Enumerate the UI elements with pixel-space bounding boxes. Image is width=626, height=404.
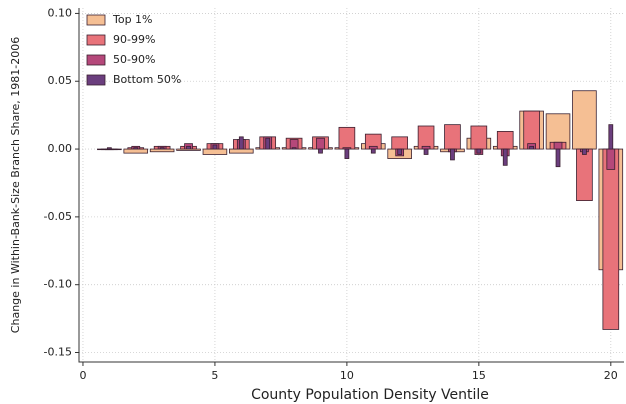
bar [391, 136, 408, 150]
bar [338, 126, 356, 150]
bar [502, 148, 508, 166]
bar [133, 147, 139, 150]
bar [318, 148, 323, 154]
bar [106, 147, 112, 150]
bar [606, 148, 616, 170]
axis-frame [78, 8, 624, 363]
bar [238, 136, 244, 150]
y-tick-label: -0.15 [44, 346, 72, 359]
bar [186, 145, 191, 150]
legend-label: 50-90% [113, 53, 155, 66]
bar [159, 147, 165, 150]
y-tick-label: 0.00 [48, 142, 73, 155]
legend-label: 90-99% [113, 33, 155, 46]
bar [368, 145, 378, 150]
bar [202, 148, 228, 155]
bar [608, 124, 614, 150]
bar [123, 148, 149, 154]
bar [572, 90, 597, 150]
bar [229, 148, 254, 154]
bar [576, 148, 593, 201]
bar [212, 144, 218, 150]
x-tick-label: 15 [472, 369, 486, 382]
bar [555, 148, 561, 168]
legend-swatch [86, 74, 106, 86]
legend-swatch [86, 54, 106, 66]
bar [496, 131, 514, 150]
bar [470, 125, 488, 150]
bar [450, 148, 455, 161]
bar [444, 124, 461, 150]
legend-label: Bottom 50% [113, 73, 181, 86]
bar [370, 148, 376, 154]
y-tick-label: -0.10 [44, 278, 72, 291]
y-tick-label: -0.05 [44, 210, 72, 223]
bar [529, 145, 535, 150]
bar [476, 148, 482, 154]
x-axis-label: County Population Density Ventile [251, 387, 489, 403]
legend-swatch [86, 14, 106, 26]
bar [423, 148, 429, 155]
x-tick-label: 10 [340, 369, 354, 382]
bar [602, 148, 620, 330]
x-tick-label: 0 [79, 369, 86, 382]
x-tick-label: 5 [211, 369, 218, 382]
y-tick-label: 0.05 [48, 74, 73, 87]
bar [421, 145, 431, 150]
bar [417, 125, 435, 150]
legend-label: Top 1% [112, 13, 153, 26]
bar [316, 137, 325, 150]
bar [553, 141, 563, 150]
bar [291, 147, 297, 150]
y-axis-label: Change in Within-Bank-Size Branch Share,… [9, 37, 22, 333]
x-tick-label: 20 [604, 369, 618, 382]
bar [265, 137, 271, 150]
bar [582, 148, 587, 155]
bar [149, 148, 175, 153]
legend-swatch [86, 34, 106, 46]
bar [344, 148, 350, 159]
bar [397, 148, 403, 155]
y-tick-label: 0.10 [48, 6, 73, 19]
